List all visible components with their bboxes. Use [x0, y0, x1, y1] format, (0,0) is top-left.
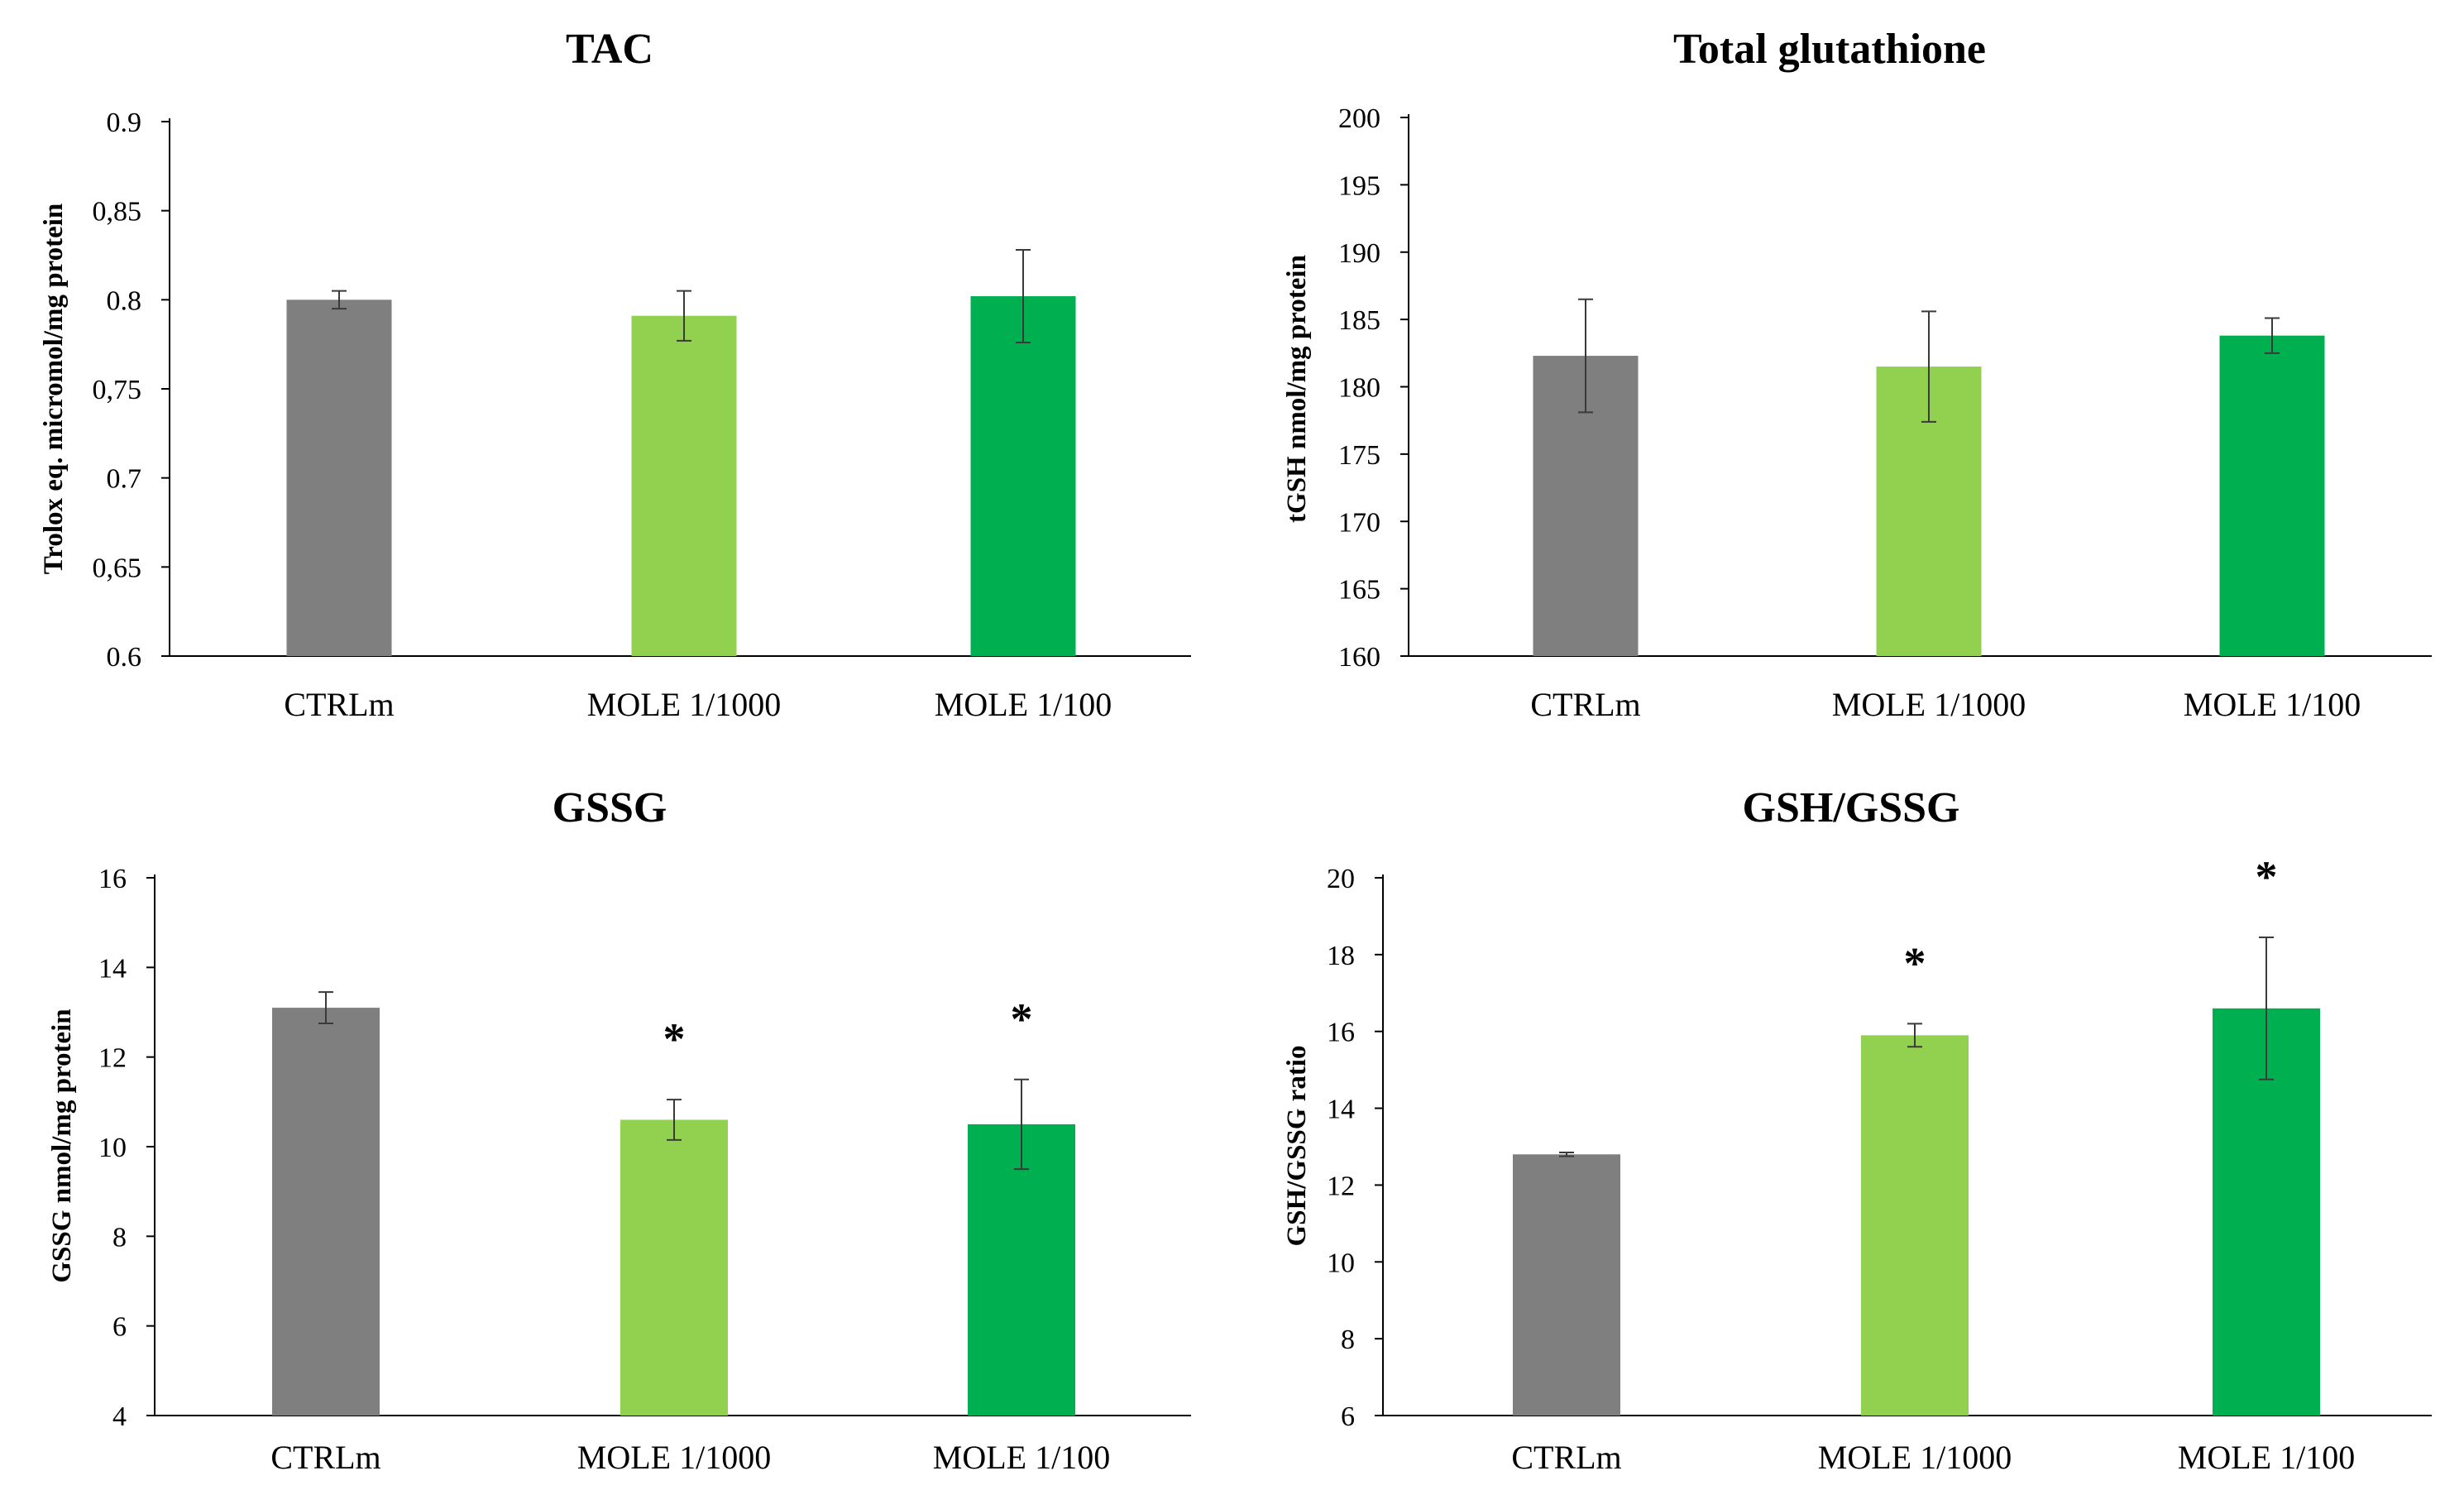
panel-gsh-gssg-ratio: GSH/GSSG GSH/GSSG ratio 6 8 10 12 14 16 18 20 CTRL… [1282, 784, 2432, 1476]
chart-title: GSSG [553, 784, 667, 831]
y-tick-label: 170 [1338, 507, 1380, 538]
y-tick-label: 165 [1338, 575, 1380, 606]
chart-title: Total glutathione [1673, 26, 1986, 73]
y-tick-label: 8 [1341, 1325, 1355, 1355]
y-tick-label: 200 [1338, 103, 1380, 134]
y-tick-label: 0,85 [93, 197, 142, 228]
y-tick-label: 190 [1338, 238, 1380, 269]
x-tick-label: CTRLm [1511, 1439, 1621, 1476]
bar [620, 1119, 728, 1416]
bar [286, 299, 392, 656]
y-tick-label: 185 [1338, 305, 1380, 336]
x-tick-label: MOLE 1/1000 [1832, 686, 2026, 723]
x-tick-label: MOLE 1/1000 [587, 686, 781, 723]
bar [968, 1123, 1075, 1416]
y-tick-label: 4 [112, 1401, 127, 1432]
y-axis-label: GSSG nmol/mg protein [47, 1009, 77, 1282]
y-tick-label: 16 [98, 864, 127, 894]
x-tick-label: CTRLm [284, 686, 394, 723]
bar [970, 296, 1076, 656]
y-tick-label: 0.7 [107, 464, 142, 495]
y-tick-label: 8 [112, 1222, 127, 1253]
y-tick-label: 14 [98, 953, 127, 984]
y-tick-label: 16 [1327, 1018, 1355, 1048]
y-axis-label: GSH/GSSG ratio [1282, 1046, 1312, 1247]
panel-total-glutathione: Total glutathione tGSH nmol/mg protein 160… [1282, 26, 2432, 723]
x-tick-label: MOLE 1/100 [2184, 686, 2361, 723]
y-tick-label: 0.6 [107, 642, 142, 673]
bar [631, 315, 737, 656]
bar [1861, 1035, 1969, 1416]
y-tick-label: 6 [1341, 1401, 1355, 1432]
y-axis-label: tGSH nmol/mg protein [1282, 255, 1312, 523]
y-tick-label: 180 [1338, 373, 1380, 404]
chart-title: GSH/GSSG [1743, 784, 1960, 831]
x-tick-label: CTRLm [270, 1439, 380, 1476]
y-tick-label: 12 [1327, 1171, 1355, 1201]
bar [2219, 335, 2325, 656]
x-tick-label: CTRLm [1530, 686, 1640, 723]
significance-marker: * [1011, 994, 1033, 1044]
y-tick-label: 10 [98, 1133, 127, 1163]
y-tick-label: 160 [1338, 642, 1380, 673]
significance-marker: * [663, 1014, 686, 1064]
bar [272, 1008, 380, 1416]
bar [1513, 1154, 1620, 1416]
y-tick-label: 175 [1338, 440, 1380, 471]
y-tick-label: 10 [1327, 1248, 1355, 1278]
x-tick-label: MOLE 1/100 [2178, 1439, 2355, 1476]
x-tick-label: MOLE 1/1000 [1818, 1439, 2012, 1476]
x-tick-label: MOLE 1/100 [935, 686, 1112, 723]
y-tick-label: 0.9 [107, 108, 142, 138]
y-tick-label: 195 [1338, 170, 1380, 201]
chart-title: TAC [566, 26, 653, 73]
y-tick-label: 0.8 [107, 285, 142, 316]
panel-tac: TAC Trolox eq. micromol/mg protein 0.6 0,65… [39, 26, 1191, 723]
y-tick-label: 0,75 [93, 375, 142, 405]
y-tick-label: 18 [1327, 941, 1355, 971]
x-tick-label: MOLE 1/100 [933, 1439, 1110, 1476]
y-tick-label: 6 [112, 1312, 127, 1343]
y-tick-label: 14 [1327, 1095, 1355, 1125]
x-tick-label: MOLE 1/1000 [577, 1439, 771, 1476]
y-tick-label: 0,65 [93, 553, 142, 583]
y-axis-label: Trolox eq. micromol/mg protein [39, 204, 69, 575]
y-tick-label: 12 [98, 1043, 127, 1074]
y-tick-label: 20 [1327, 864, 1355, 894]
significance-marker: * [2256, 852, 2278, 902]
significance-marker: * [1904, 938, 1926, 988]
panel-gssg: GSSG GSSG nmol/mg protein 4 6 8 10 12 14 16 CTRLm… [47, 784, 1191, 1476]
